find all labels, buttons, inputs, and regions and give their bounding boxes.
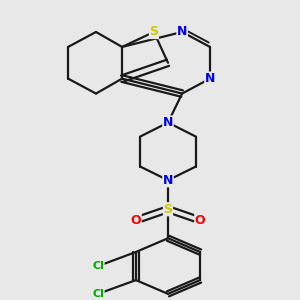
Text: N: N — [177, 26, 187, 38]
Text: O: O — [130, 214, 141, 227]
Text: S: S — [149, 26, 158, 38]
Text: N: N — [163, 116, 173, 129]
Text: O: O — [195, 214, 206, 227]
Text: S: S — [164, 203, 172, 216]
Text: Cl: Cl — [92, 261, 104, 271]
Text: Cl: Cl — [92, 289, 104, 299]
Text: N: N — [163, 174, 173, 187]
Text: N: N — [205, 72, 215, 85]
